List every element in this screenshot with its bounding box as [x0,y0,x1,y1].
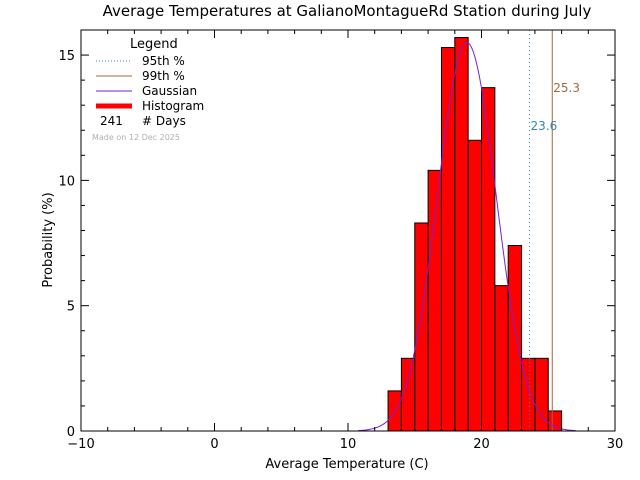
histogram-bar [414,222,429,432]
y-tick-label: 10 [58,174,75,189]
histogram-bar [534,357,549,432]
histogram-bar [467,139,482,432]
percentile-label: 23.6 [531,119,558,133]
legend-days-count: 241 [100,114,123,128]
histogram-bar [494,285,509,432]
histogram-bar [481,87,496,432]
gaussian-curve [358,42,576,432]
percentile-label: 25.3 [553,81,580,95]
legend-label-gaussian: Gaussian [142,84,197,98]
y-tick-label: 15 [58,49,75,64]
histogram-bar [440,47,456,432]
x-tick-label: −10 [67,437,94,452]
x-tick-label: 0 [210,437,218,452]
legend-label-p99: 99th % [142,69,185,83]
histogram-bar [427,169,442,432]
histogram-bar [454,37,469,432]
y-tick-label: 0 [67,425,75,440]
x-tick-label: 10 [340,437,357,452]
legend: Legend 95th % 99th % Gaussian Histogram … [92,37,204,142]
histogram-bar [507,245,523,432]
histogram-bars [387,37,563,432]
legend-title: Legend [130,37,178,52]
legend-days-label: # Days [142,114,186,128]
x-tick-label: 30 [607,437,624,452]
made-on-note: Made on 12 Dec 2025 [92,133,180,142]
x-axis-label: Average Temperature (C) [265,457,428,472]
x-tick-label: 20 [473,437,490,452]
y-tick-label: 5 [67,300,75,315]
y-axis-label: Probability (%) [41,192,56,287]
legend-label-p95: 95th % [142,54,185,68]
percentile-lines: 23.6 25.3 [529,30,580,431]
chart-title: Average Temperatures at GalianoMontagueR… [103,2,592,20]
legend-label-histogram: Histogram [142,99,204,113]
